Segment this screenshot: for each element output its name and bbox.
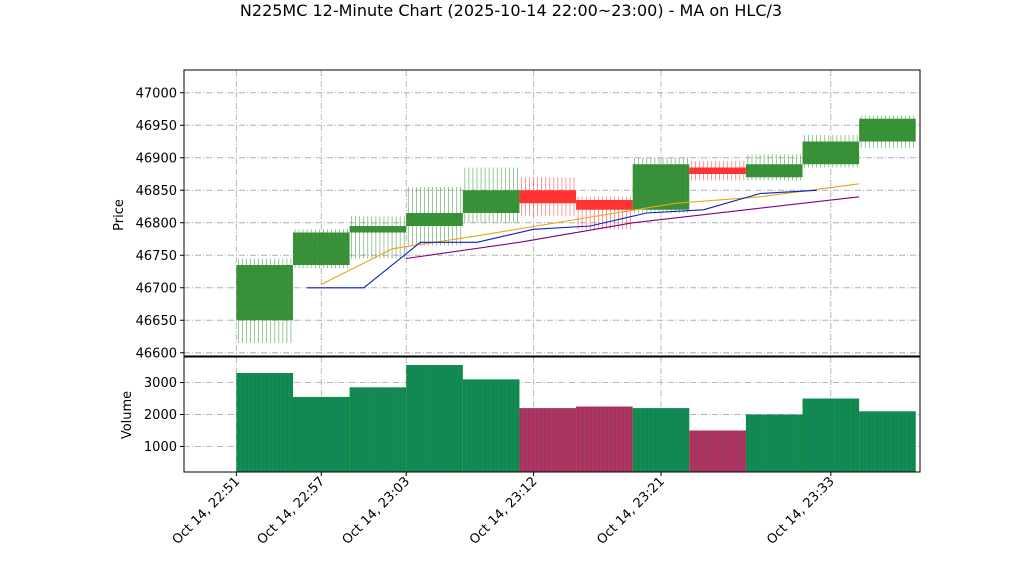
candle <box>745 154 803 181</box>
price-tick-label: 46750 <box>136 249 177 264</box>
volume-bar <box>292 396 350 472</box>
volume-tick-label: 1000 <box>144 440 177 455</box>
volume-axis-label: Volume <box>120 391 135 439</box>
candle <box>802 135 860 168</box>
candle-body <box>349 226 407 233</box>
x-tick-label: Oct 14, 22:51 <box>170 474 243 547</box>
candle-body <box>236 265 293 321</box>
volume-bar <box>519 408 577 472</box>
volume-tick-label: 3000 <box>144 376 177 391</box>
candle-body <box>632 164 690 210</box>
volume-bar <box>349 387 407 472</box>
ma-short-line <box>307 189 817 289</box>
x-tick-label: Oct 14, 23:33 <box>764 474 837 547</box>
volume-panel-frame <box>183 356 921 473</box>
candle <box>859 115 916 148</box>
price-axis-label: Price <box>112 199 127 231</box>
price-tick-label: 47000 <box>136 86 177 101</box>
candle <box>689 161 746 181</box>
candle <box>462 167 520 223</box>
volume-bar <box>689 430 746 472</box>
price-tick-label: 46950 <box>136 119 177 134</box>
candle <box>236 258 293 343</box>
price-tick-label: 46900 <box>136 151 177 166</box>
ma-long-line <box>406 196 860 260</box>
price-tick-label: 46600 <box>136 346 177 361</box>
candle-body <box>745 164 803 178</box>
x-tick-label: Oct 14, 23:12 <box>467 474 540 547</box>
volume-bar <box>632 408 690 472</box>
candle <box>406 187 463 246</box>
volume-bar <box>406 364 463 472</box>
candle-body <box>859 118 916 142</box>
price-panel-frame <box>183 69 921 357</box>
price-panel: 46600 46650 46700 46750 46800 46850 46900 46950… <box>136 69 921 361</box>
candle-body <box>802 141 860 165</box>
candle-body <box>406 213 463 226</box>
volume-bar <box>745 414 803 472</box>
candle-body <box>292 232 350 265</box>
candle-body <box>519 190 577 204</box>
candle <box>632 157 690 213</box>
candle-body <box>462 190 520 213</box>
price-tick-label: 46650 <box>136 314 177 329</box>
volume-bar <box>859 411 916 472</box>
volume-panel: 1000 2000 3000 <box>144 356 921 473</box>
x-axis: Oct 14, 22:51 Oct 14, 22:57 Oct 14, 23:03 O… <box>170 472 838 548</box>
volume-bar <box>576 406 633 472</box>
candle <box>519 177 577 217</box>
volume-bar <box>462 379 520 472</box>
price-tick-label: 46800 <box>136 216 177 231</box>
x-tick-label: Oct 14, 23:03 <box>340 474 413 547</box>
ma-mid-line <box>321 183 860 285</box>
price-tick-label: 46850 <box>136 184 177 199</box>
volume-tick-label: 2000 <box>144 408 177 423</box>
candle <box>292 229 350 269</box>
candle-body <box>689 167 746 174</box>
candle-body <box>576 200 633 210</box>
volume-bar <box>236 372 293 472</box>
price-tick-label: 46700 <box>136 281 177 296</box>
x-tick-label: Oct 14, 23:21 <box>594 474 667 547</box>
volume-bar <box>802 398 860 472</box>
x-tick-label: Oct 14, 22:57 <box>255 474 328 547</box>
chart-title: N225MC 12-Minute Chart (2025-10-14 22:00… <box>240 1 782 20</box>
